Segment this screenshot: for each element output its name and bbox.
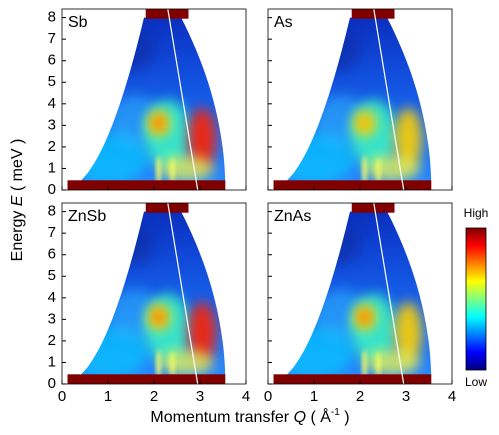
y-tick-label: 7 — [48, 224, 56, 241]
x-tick-label: 2 — [150, 388, 158, 405]
x-tick-label: 0 — [264, 388, 272, 405]
intensity — [188, 302, 217, 363]
x-tick-label: 3 — [402, 388, 410, 405]
intensity — [158, 155, 214, 182]
y-tick-label: 0 — [48, 181, 56, 198]
x-axis-label: Momentum transfer Q ( Å-1 ) — [150, 407, 349, 427]
panel-label: As — [274, 14, 293, 31]
intensity — [156, 155, 161, 182]
intensity — [364, 349, 420, 376]
bottom-strip — [67, 374, 226, 384]
intensity — [394, 108, 423, 169]
colorbar — [465, 227, 487, 371]
cut-line — [167, 8, 199, 191]
panel — [267, 8, 453, 191]
intensity — [153, 309, 165, 325]
intensity — [153, 115, 165, 131]
panel-label: Sb — [68, 14, 88, 31]
intensity — [376, 157, 381, 182]
cut-line — [373, 8, 405, 191]
intensity — [158, 349, 214, 376]
intensity — [156, 349, 161, 376]
x-tick-label: 1 — [310, 388, 318, 405]
y-tick-label: 5 — [48, 73, 56, 90]
x-tick-label: 0 — [58, 388, 66, 405]
y-tick-label: 6 — [48, 246, 56, 263]
panel-label: ZnAs — [274, 208, 311, 225]
colorbar-low: Low — [465, 375, 487, 389]
intensity — [188, 108, 217, 169]
intensity — [394, 302, 423, 363]
cut-line — [167, 202, 199, 385]
y-tick-label: 5 — [48, 267, 56, 284]
y-tick-label: 8 — [48, 9, 56, 26]
y-tick-label: 0 — [48, 375, 56, 392]
top-strip — [145, 9, 189, 19]
y-tick-label: 4 — [48, 95, 56, 112]
intensity — [376, 351, 381, 376]
y-tick-label: 3 — [48, 116, 56, 133]
y-tick-label: 2 — [48, 138, 56, 155]
panel — [61, 8, 247, 191]
panel — [61, 202, 247, 385]
x-tick-label: 3 — [196, 388, 204, 405]
y-tick-label: 1 — [48, 353, 56, 370]
y-axis-label: Energy E ( meV ) — [9, 139, 26, 262]
bottom-strip — [273, 374, 432, 384]
bottom-strip — [273, 180, 432, 190]
top-strip — [351, 9, 395, 19]
intensity — [362, 155, 367, 182]
intensity — [362, 349, 367, 376]
intensity — [359, 309, 371, 325]
intensity — [170, 351, 175, 376]
x-tick-label: 4 — [242, 388, 250, 405]
y-tick-label: 3 — [48, 310, 56, 327]
cut-line — [373, 202, 405, 385]
intensity — [364, 155, 420, 182]
x-tick-label: 1 — [104, 388, 112, 405]
intensity — [170, 157, 175, 182]
y-tick-label: 1 — [48, 159, 56, 176]
bottom-strip — [67, 180, 226, 190]
colorbar-high: High — [464, 206, 489, 220]
x-tick-label: 4 — [448, 388, 456, 405]
y-tick-label: 8 — [48, 203, 56, 220]
y-tick-label: 4 — [48, 289, 56, 306]
intensity — [359, 115, 371, 131]
panel-label: ZnSb — [68, 208, 106, 225]
y-tick-label: 7 — [48, 30, 56, 47]
y-tick-label: 6 — [48, 52, 56, 69]
x-tick-label: 2 — [356, 388, 364, 405]
panel — [267, 202, 453, 385]
top-strip — [145, 203, 189, 213]
y-tick-label: 2 — [48, 332, 56, 349]
top-strip — [351, 203, 395, 213]
